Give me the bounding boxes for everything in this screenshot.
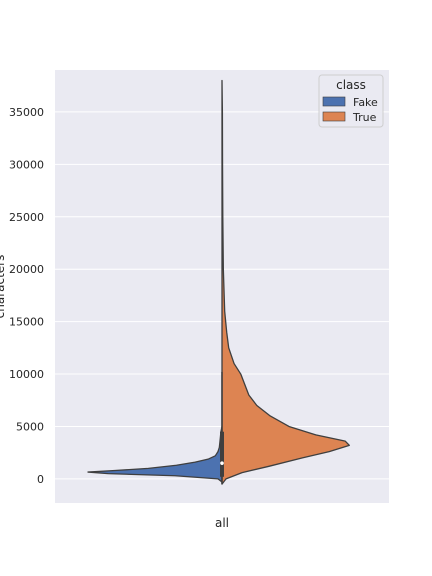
y-axis-label: characters bbox=[0, 255, 7, 319]
y-tick-label-25000: 25000 bbox=[9, 211, 44, 224]
y-tick-label-20000: 20000 bbox=[9, 263, 44, 276]
legend-swatch-true bbox=[322, 111, 346, 122]
y-tick-label-35000: 35000 bbox=[9, 106, 44, 119]
legend-label-true: True bbox=[352, 111, 377, 124]
y-tick-label-5000: 5000 bbox=[16, 420, 44, 433]
violin-half-true bbox=[221, 79, 350, 485]
x-tick-label-all: all bbox=[215, 516, 229, 530]
legend-label-fake: Fake bbox=[353, 96, 378, 109]
y-tick-label-30000: 30000 bbox=[9, 158, 44, 171]
legend: class Fake True bbox=[318, 74, 384, 128]
box-iqr bbox=[220, 431, 224, 477]
x-tick-labels: all bbox=[215, 516, 229, 530]
y-tick-labels: 0 5000 10000 15000 20000 25000 30000 35000 bbox=[9, 106, 44, 486]
box-median bbox=[220, 461, 224, 465]
box-layer bbox=[220, 371, 224, 485]
legend-swatch-fake bbox=[322, 96, 346, 107]
legend-title: class bbox=[336, 78, 366, 92]
y-tick-label-15000: 15000 bbox=[9, 316, 44, 329]
y-tick-label-10000: 10000 bbox=[9, 368, 44, 381]
y-tick-label-0: 0 bbox=[37, 473, 44, 486]
